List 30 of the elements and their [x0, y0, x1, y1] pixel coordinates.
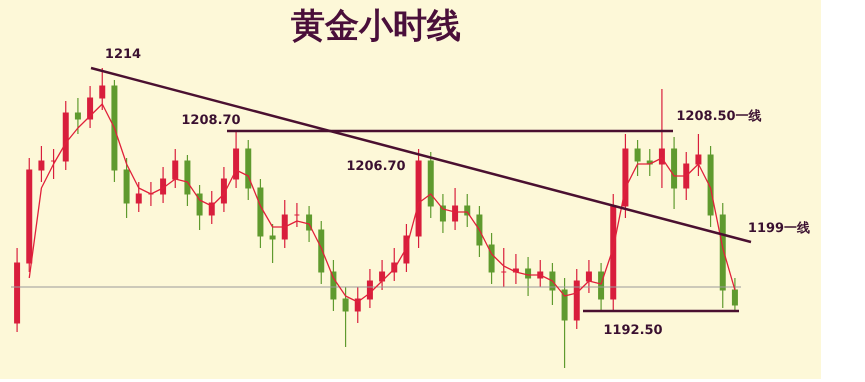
annotation: 1208.70	[181, 113, 241, 128]
annotation: 1192.50	[603, 323, 663, 338]
candlestick	[732, 277, 738, 312]
annotation: 1208.50一线	[676, 109, 762, 124]
candlestick	[525, 256, 532, 297]
candlestick	[586, 259, 592, 294]
candlestick	[220, 166, 227, 213]
candlestick	[440, 193, 446, 234]
text: 1199一线	[748, 221, 810, 236]
candlestick	[634, 139, 641, 177]
candlestick	[683, 151, 690, 201]
candlestick	[38, 145, 44, 183]
candlestick	[500, 247, 507, 288]
annotation: 1206.70	[346, 159, 406, 174]
candlestick	[270, 223, 276, 264]
text: 1214	[104, 47, 142, 62]
candlestick	[452, 187, 458, 231]
candlestick	[172, 148, 178, 189]
candlestick	[50, 148, 57, 180]
candlestick	[148, 181, 154, 207]
candlestick	[379, 259, 386, 291]
chart-title: 黄金小时线	[291, 6, 461, 46]
candlestick	[74, 97, 81, 135]
candlestick	[196, 184, 203, 231]
candlestick	[342, 286, 349, 348]
candlestick	[160, 166, 166, 204]
candlestick	[136, 181, 142, 213]
candlestick	[294, 202, 300, 228]
candlestick	[282, 199, 288, 249]
candlestick	[695, 133, 702, 177]
